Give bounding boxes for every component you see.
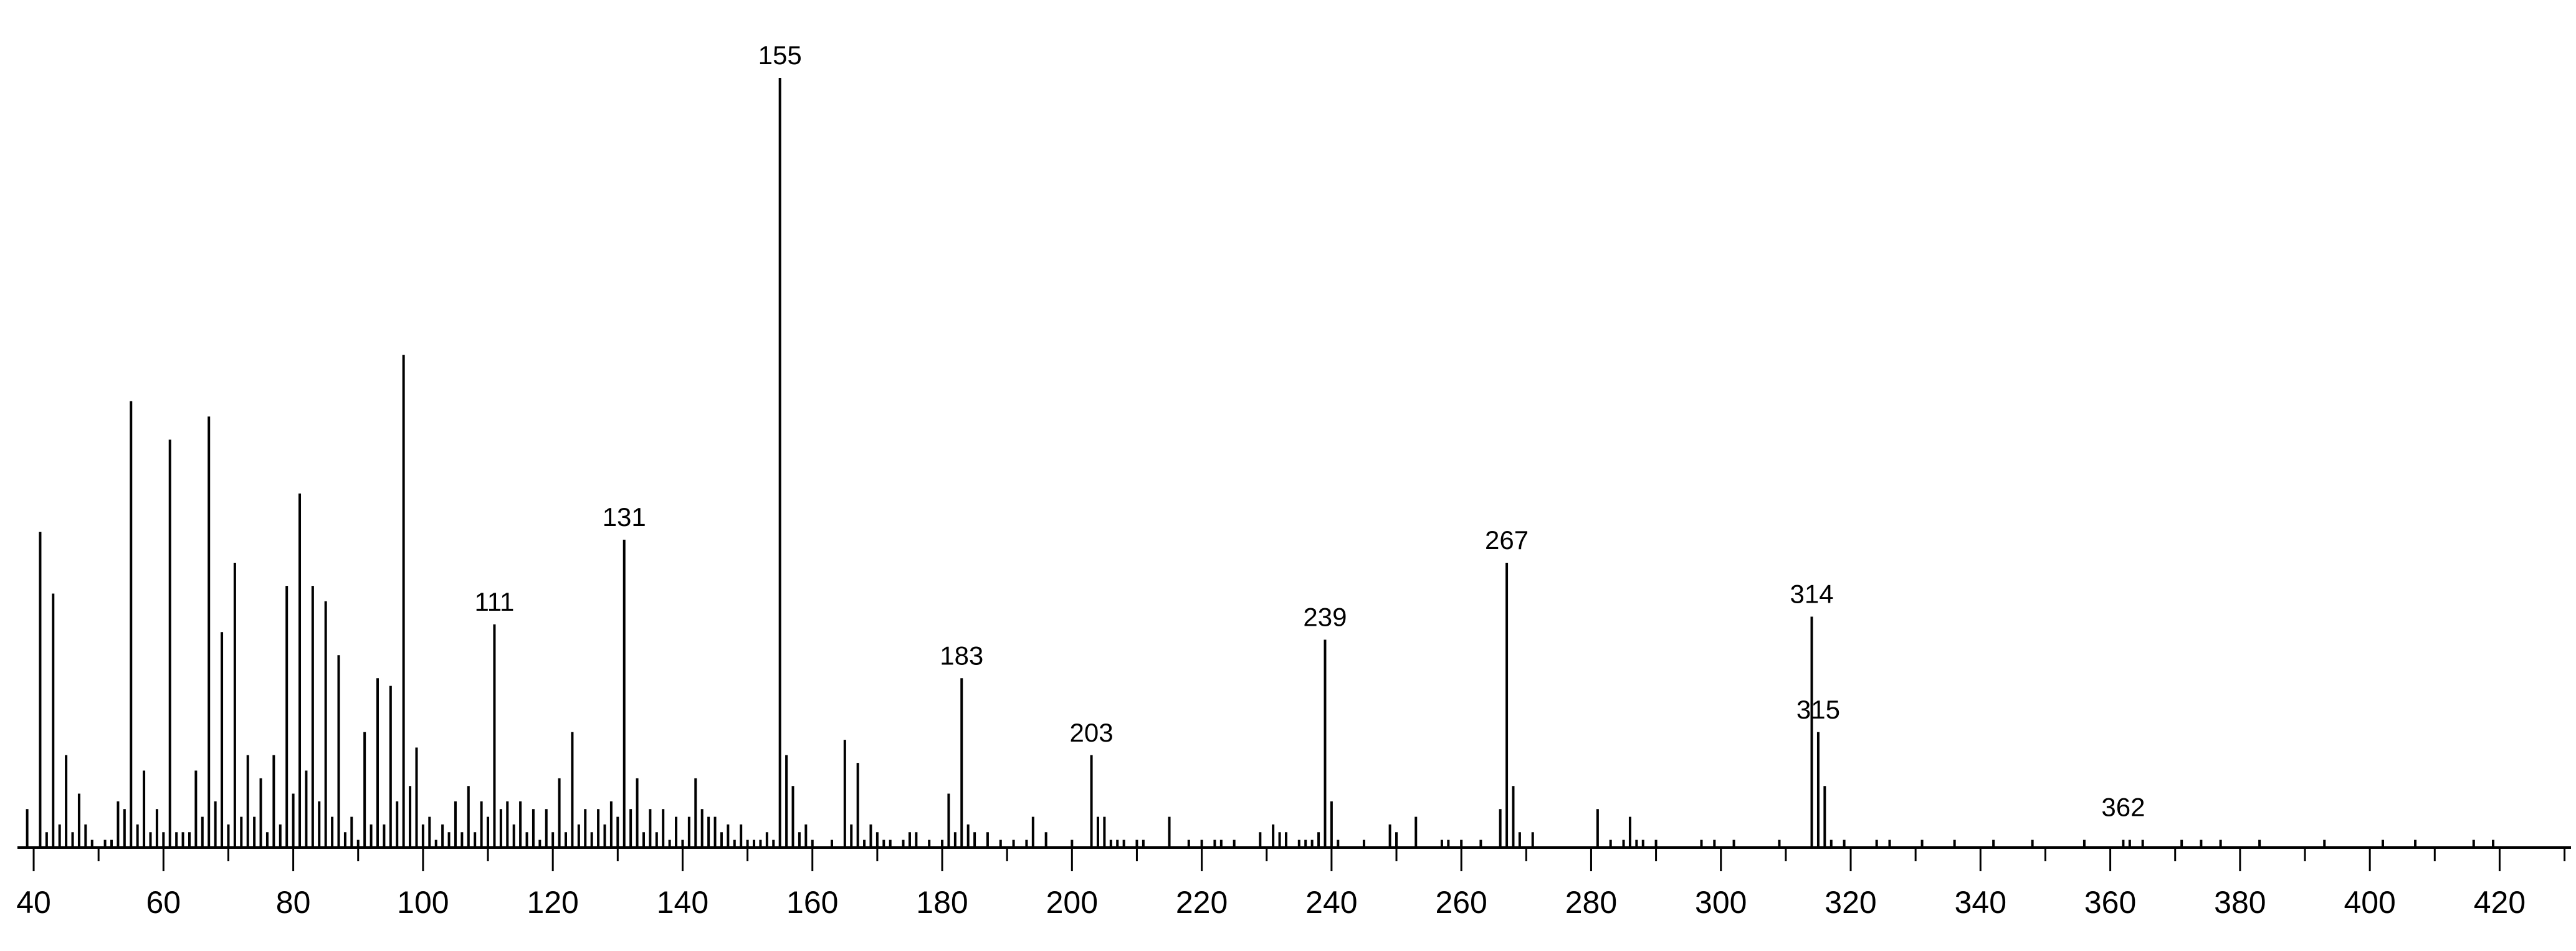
x-tick-label-40: 40 [16,885,51,920]
x-tick-label-160: 160 [786,885,838,920]
x-tick-label-280: 280 [1565,885,1617,920]
x-tick-label-320: 320 [1825,885,1876,920]
x-tick-label-400: 400 [2344,885,2395,920]
x-tick-label-80: 80 [276,885,311,920]
x-tick-label-200: 200 [1046,885,1098,920]
x-tick-label-300: 300 [1695,885,1747,920]
x-tick-label-380: 380 [2214,885,2266,920]
peak-label-203: 203 [1070,718,1114,747]
peak-labels: 111 131 155 183 203 239 267 314 315 362 [475,41,2145,822]
x-tick-label-220: 220 [1176,885,1228,920]
peak-label-111: 111 [475,587,515,616]
peak-label-239: 239 [1303,603,1347,632]
x-axis: 40 60 80 100 120 140 160 180 200 220 240 260 280 300 3… [16,846,2571,920]
x-tick-label-100: 100 [397,885,449,920]
peak-label-314: 314 [1790,580,1833,609]
x-tick-label-260: 260 [1435,885,1487,920]
x-tick-label-60: 60 [146,885,181,920]
x-tick-label-120: 120 [527,885,578,920]
x-tick-label-240: 240 [1305,885,1357,920]
peak-label-183: 183 [940,641,983,670]
peak-label-315: 315 [1796,695,1840,724]
x-tick-label-360: 360 [2084,885,2136,920]
peak-label-267: 267 [1485,525,1529,555]
peak-label-155: 155 [758,41,802,70]
x-tick-label-180: 180 [916,885,968,920]
spectrum-bars [26,78,2495,848]
peak-label-362: 362 [2101,793,2145,822]
x-tick-label-420: 420 [2474,885,2526,920]
x-tick-label-340: 340 [1955,885,2006,920]
peak-label-131: 131 [603,502,646,532]
x-tick-label-140: 140 [657,885,708,920]
